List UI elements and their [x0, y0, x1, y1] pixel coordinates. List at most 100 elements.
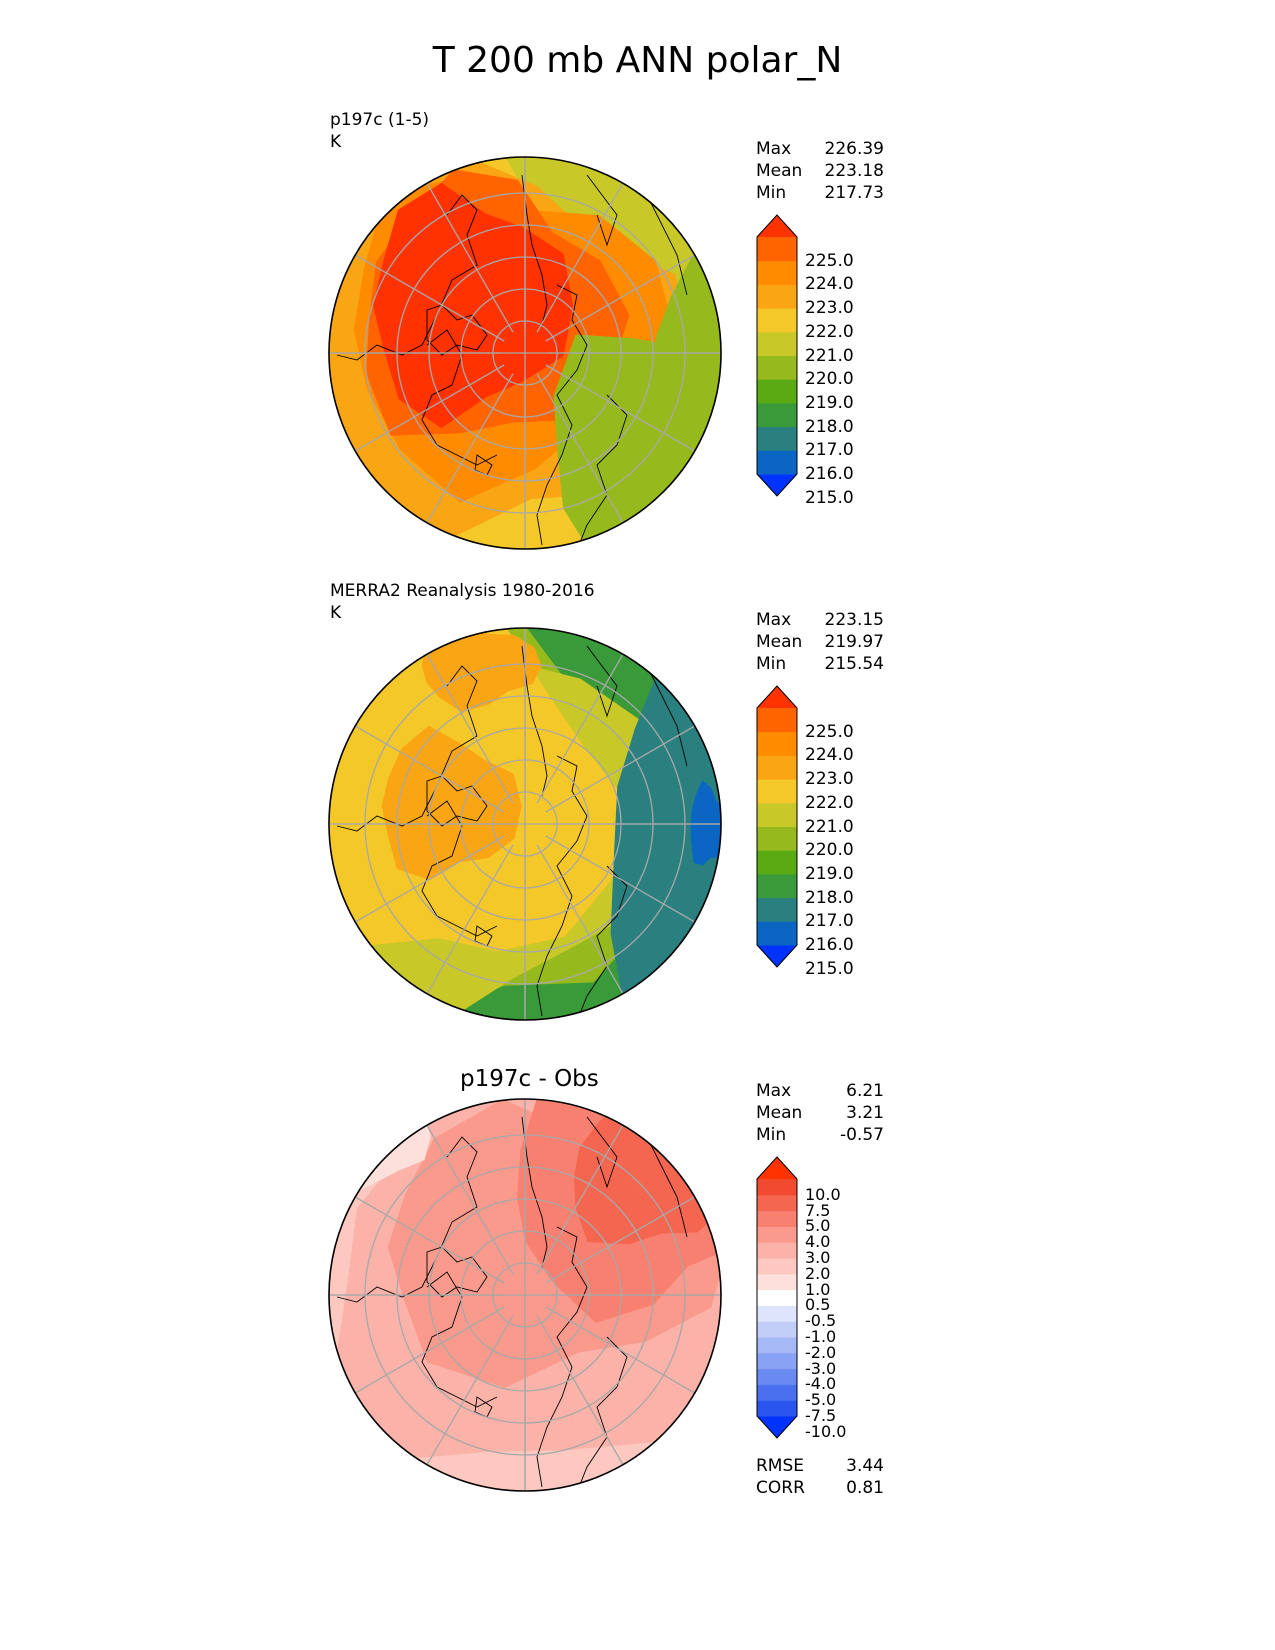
meridian [426, 1124, 514, 1275]
colorbar-segment [757, 1368, 797, 1385]
colorbar-segment [757, 1352, 797, 1370]
colorbar-segment [757, 1179, 797, 1196]
coastline [586, 645, 618, 718]
colorbar-segment [757, 708, 797, 733]
panel1-units: K [330, 132, 342, 152]
colorbar-tick-label: 4.0 [805, 1232, 831, 1252]
panel3-metrics: RMSE 3.44 CORR 0.81 [756, 1455, 884, 1499]
colorbar-segment [757, 1400, 797, 1417]
colorbar-tick-label: 225.0 [805, 250, 854, 271]
colorbar-tick-label: 218.0 [805, 416, 854, 437]
colorbar-segment [757, 237, 797, 262]
coastline [421, 329, 498, 466]
meridian [426, 182, 514, 333]
coastline [336, 1136, 478, 1303]
panel1-stats: Max 226.39 Mean 223.18 Min 217.73 [756, 138, 884, 204]
contour-fill [329, 1099, 401, 1154]
coastline [646, 1136, 688, 1238]
stat-mean: Mean 223.18 [756, 161, 884, 181]
colorbar-tick-label: -4.0 [805, 1374, 837, 1394]
colorbar-tick-label: 219.0 [805, 863, 854, 884]
panel1-colorbar [756, 214, 798, 497]
colorbar-segment [757, 1210, 797, 1227]
figure-title: T 200 mb ANN polar_N [432, 40, 843, 81]
panel3-colorbar [756, 1156, 798, 1439]
colorbar-segment [757, 826, 797, 851]
colorbar-segment [757, 1289, 797, 1306]
contour-fill [373, 182, 573, 429]
meridian [426, 373, 514, 524]
colorbar-segment [757, 873, 797, 899]
colorbar-extend-top [757, 215, 797, 237]
meridian [536, 653, 624, 804]
colorbar-segment [757, 1273, 797, 1291]
panel1-polar-map [328, 156, 722, 550]
meridian [545, 725, 696, 813]
colorbar-tick-label: 2.0 [805, 1263, 831, 1283]
coastline [336, 194, 478, 361]
colorbar-outline [756, 214, 798, 497]
metric-rmse: RMSE 3.44 [756, 1456, 884, 1476]
colorbar-tick-label: 225.0 [805, 721, 854, 742]
colorbar-tick-label: 3.0 [805, 1248, 831, 1267]
colorbar-segment [757, 1242, 797, 1259]
colorbar-tick-label: -1.0 [805, 1327, 837, 1346]
colorbar-extend-bottom [757, 945, 797, 967]
panel2-colorbar [756, 685, 798, 968]
meridian [536, 182, 624, 333]
meridian [545, 364, 696, 452]
coastline [426, 775, 488, 827]
stat-max: Max 6.21 [756, 1081, 884, 1101]
coastline [576, 1336, 628, 1491]
colorbar-extend-bottom [757, 474, 797, 496]
field-shading [329, 1099, 721, 1491]
stat-max: Max 223.15 [756, 610, 884, 630]
panel3-stats: Max 6.21 Mean 3.21 Min -0.57 [756, 1080, 884, 1146]
coastline [521, 1116, 548, 1268]
colorbar-segment [757, 731, 797, 756]
panel1-case-name: p197c (1-5) [330, 110, 430, 130]
colorbar-tick-label: 223.0 [805, 298, 854, 319]
contour-fill [381, 725, 522, 881]
colorbar-segment [757, 1258, 797, 1275]
coastlines [336, 645, 688, 1020]
graticule [329, 157, 721, 549]
graticule [329, 628, 721, 1020]
colorbar-tick-label: 215.0 [805, 958, 854, 979]
colorbar-tick-label: 224.0 [805, 745, 854, 766]
colorbar-tick-label: 5.0 [805, 1216, 831, 1236]
meridian [545, 254, 696, 342]
colorbar-tick-label: 224.0 [805, 274, 854, 295]
coastline [646, 665, 688, 767]
colorbar-tick-label: 220.0 [805, 369, 854, 390]
panel2-stats: Max 223.15 Mean 219.97 Min 215.54 [756, 609, 884, 675]
colorbar-tick-label: 7.5 [805, 1200, 831, 1220]
coastline [336, 665, 478, 832]
contour-fill [647, 253, 721, 494]
colorbar-segment [757, 1305, 797, 1322]
colorbar-tick-label: 221.0 [805, 816, 854, 837]
meridian [354, 1196, 505, 1284]
colorbar-extend-top [757, 686, 797, 708]
coastline [426, 1246, 488, 1298]
colorbar-segment [757, 260, 797, 285]
colorbar-tick-label: -2.0 [805, 1342, 837, 1362]
colorbar-segment [757, 897, 797, 922]
colorbar-tick-label: 215.0 [805, 487, 854, 508]
colorbar-tick-label: 223.0 [805, 769, 854, 790]
stat-max: Max 226.39 [756, 139, 884, 159]
colorbar-tick-label: 221.0 [805, 345, 854, 366]
colorbar-tick-label: 10.0 [805, 1184, 841, 1204]
panel2-case-name: MERRA2 Reanalysis 1980-2016 [330, 581, 595, 601]
colorbar-segment [757, 1337, 797, 1354]
meridian [536, 844, 624, 995]
colorbar-tick-label: -7.5 [805, 1406, 837, 1425]
colorbar-segment [757, 779, 797, 804]
panel1-label: p197c (1-5) K [330, 109, 429, 153]
colorbar-tick-label: 216.0 [805, 935, 854, 955]
colorbar-segment [757, 1321, 797, 1338]
colorbar-segment [757, 331, 797, 356]
colorbar-extend-bottom [757, 1416, 797, 1438]
meridian [354, 254, 505, 342]
panel3-polar-map [328, 1098, 722, 1492]
